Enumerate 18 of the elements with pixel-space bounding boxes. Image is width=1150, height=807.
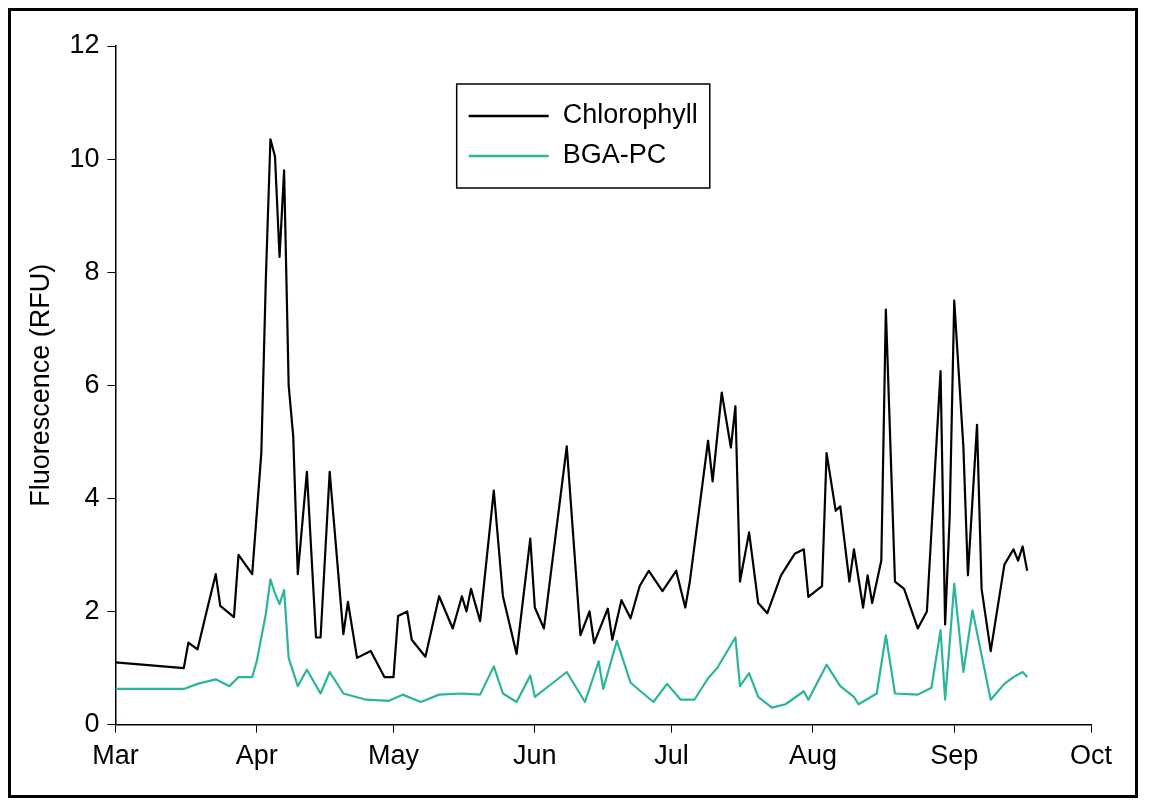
x-tick-label: Jun bbox=[513, 740, 557, 771]
x-tick-label: Mar bbox=[92, 740, 139, 771]
y-tick-label: 10 bbox=[69, 142, 100, 173]
y-axis-title: Fluorescence (RFU) bbox=[24, 263, 55, 507]
y-tick-label: 6 bbox=[84, 368, 100, 399]
x-tick-label: May bbox=[368, 740, 420, 771]
x-tick-label: Sep bbox=[930, 740, 979, 771]
x-tick-label: Aug bbox=[788, 740, 837, 771]
y-tick-label: 2 bbox=[84, 594, 100, 625]
legend-label: BGA-PC bbox=[562, 139, 667, 170]
y-tick-label: 12 bbox=[69, 29, 100, 60]
x-tick-label: Jul bbox=[654, 740, 689, 771]
y-tick-label: 0 bbox=[84, 708, 100, 739]
legend-label: Chlorophyll bbox=[562, 99, 698, 130]
x-tick-label: Oct bbox=[1069, 740, 1113, 771]
y-tick-label: 4 bbox=[84, 481, 100, 512]
y-tick-label: 8 bbox=[84, 255, 100, 286]
x-tick-label: Apr bbox=[235, 740, 278, 771]
